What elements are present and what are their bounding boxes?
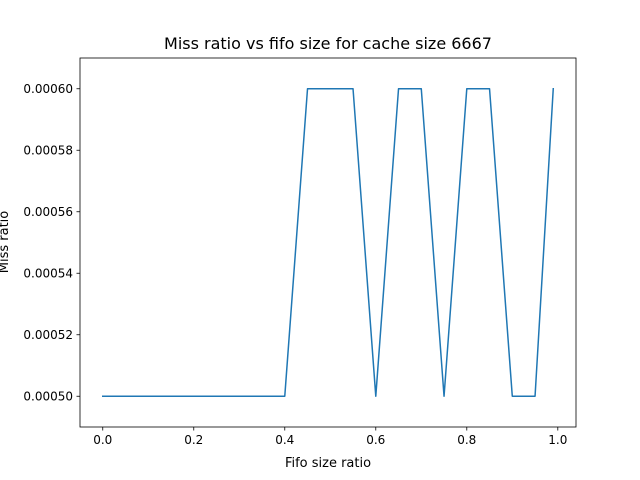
x-tick-label: 0.8 [457, 433, 476, 447]
y-tick-label: 0.00058 [23, 143, 73, 157]
y-tick-label: 0.00056 [23, 205, 73, 219]
axes-frame [79, 57, 577, 428]
y-axis-label: Miss ratio [0, 211, 12, 274]
x-axis-label: Fifo size ratio [285, 456, 371, 471]
x-tick-label: 0.6 [366, 433, 385, 447]
x-tick-label: 0.4 [275, 433, 294, 447]
x-tick-label: 0.2 [184, 433, 203, 447]
chart-title: Miss ratio vs fifo size for cache size 6… [164, 34, 492, 53]
plot-area: 0.0 0.2 0.4 0.6 0.8 1.0 0.00050 0.00052 0.00054 0… [23, 57, 577, 447]
series-line-1 [102, 87, 555, 397]
x-tick-label: 1.0 [548, 433, 567, 447]
y-tick-label: 0.00052 [23, 328, 73, 342]
y-tick-label: 0.00050 [23, 389, 73, 403]
x-tick-label: 0.0 [93, 433, 112, 447]
y-tick-label: 0.00060 [23, 82, 73, 96]
y-tick-label: 0.00054 [23, 266, 73, 280]
